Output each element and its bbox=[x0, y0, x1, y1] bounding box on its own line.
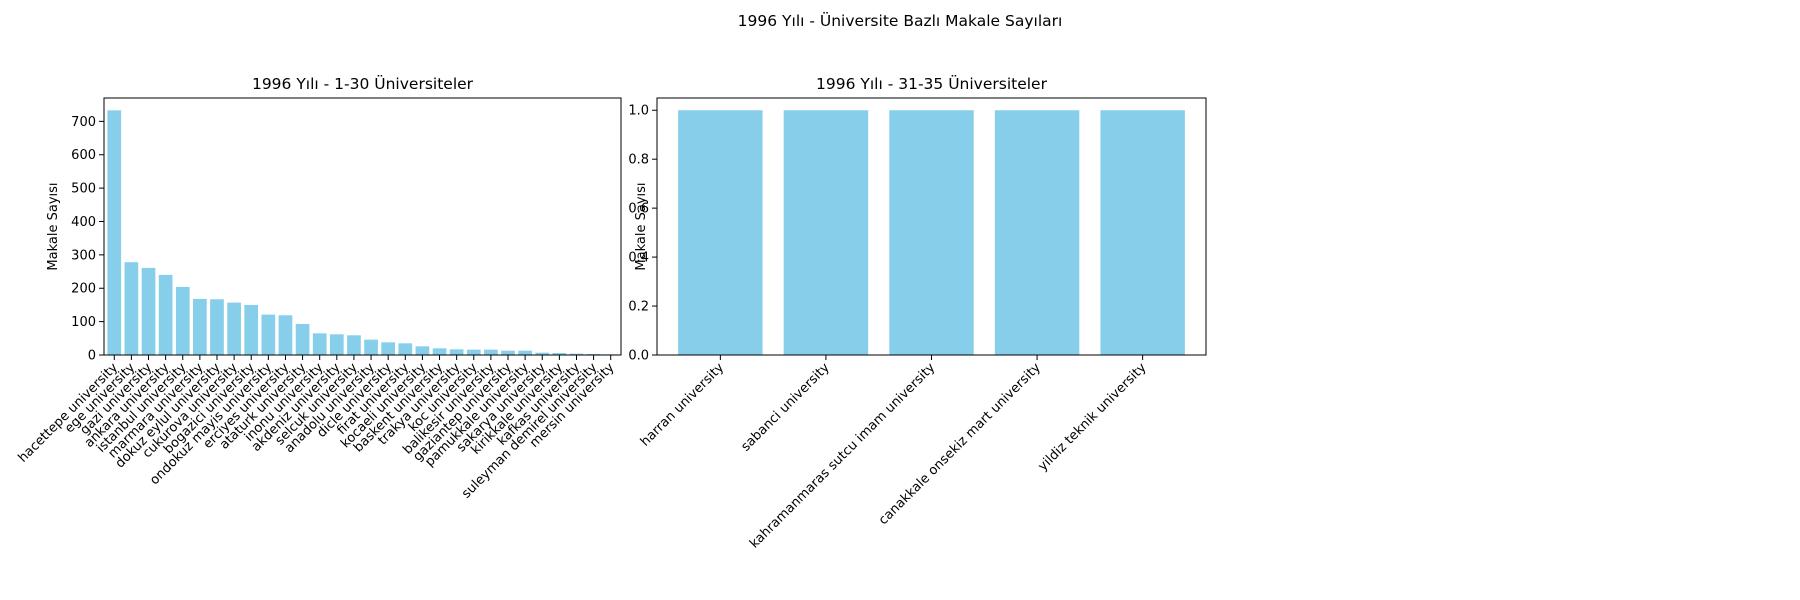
y-tick-label: 200 bbox=[71, 282, 96, 297]
bar bbox=[466, 349, 481, 355]
y-axis-label: Makale Sayısı bbox=[46, 182, 61, 270]
y-tick-label: 0.8 bbox=[628, 153, 649, 168]
y-tick-label: 100 bbox=[71, 315, 96, 330]
bar bbox=[210, 299, 224, 355]
y-tick-label: 600 bbox=[71, 148, 96, 163]
y-tick-label: 0.2 bbox=[628, 300, 649, 315]
bar bbox=[364, 339, 378, 355]
bar bbox=[107, 110, 122, 355]
chart-title: 1996 Yılı - 31-35 Üniversiteler bbox=[816, 74, 1048, 93]
bar bbox=[501, 350, 515, 355]
bar bbox=[141, 267, 156, 355]
y-tick-label: 300 bbox=[71, 248, 96, 263]
bar bbox=[175, 286, 190, 355]
bar bbox=[432, 348, 447, 355]
bar bbox=[415, 346, 430, 355]
axes-frame bbox=[103, 97, 622, 356]
bar bbox=[244, 304, 259, 355]
bar bbox=[261, 314, 276, 355]
bar bbox=[227, 302, 241, 355]
bar bbox=[347, 335, 361, 355]
bar bbox=[678, 110, 763, 355]
bar bbox=[783, 110, 869, 355]
bar bbox=[889, 110, 974, 355]
bar bbox=[193, 298, 207, 355]
y-tick-label: 700 bbox=[71, 115, 96, 130]
bar bbox=[124, 262, 139, 355]
bar bbox=[381, 342, 396, 355]
bar bbox=[329, 334, 344, 355]
bar bbox=[552, 352, 567, 355]
bar bbox=[158, 274, 173, 355]
y-tick-label: 0.4 bbox=[628, 251, 649, 266]
bar bbox=[484, 349, 498, 355]
bar bbox=[535, 352, 550, 355]
bar bbox=[295, 323, 310, 355]
y-tick-label: 400 bbox=[71, 215, 96, 230]
y-tick-label: 0.0 bbox=[628, 349, 649, 364]
y-axis-label: Makale Sayısı bbox=[634, 182, 649, 270]
bar bbox=[518, 350, 532, 355]
bar bbox=[312, 333, 327, 355]
bar bbox=[278, 315, 293, 355]
y-tick-label: 1.0 bbox=[628, 104, 649, 119]
chart-title: 1996 Yılı - 1-30 Üniversiteler bbox=[252, 74, 474, 93]
bar bbox=[569, 353, 584, 355]
figure-title: 1996 Yılı - Üniversite Bazlı Makale Sayı… bbox=[738, 11, 1063, 30]
bar bbox=[994, 110, 1080, 355]
y-tick-label: 0 bbox=[88, 349, 96, 364]
bar bbox=[449, 349, 464, 355]
y-tick-label: 0.6 bbox=[628, 202, 649, 217]
bar bbox=[1100, 110, 1185, 355]
bar bbox=[398, 343, 413, 355]
bar bbox=[586, 353, 601, 355]
y-tick-label: 500 bbox=[71, 182, 96, 197]
